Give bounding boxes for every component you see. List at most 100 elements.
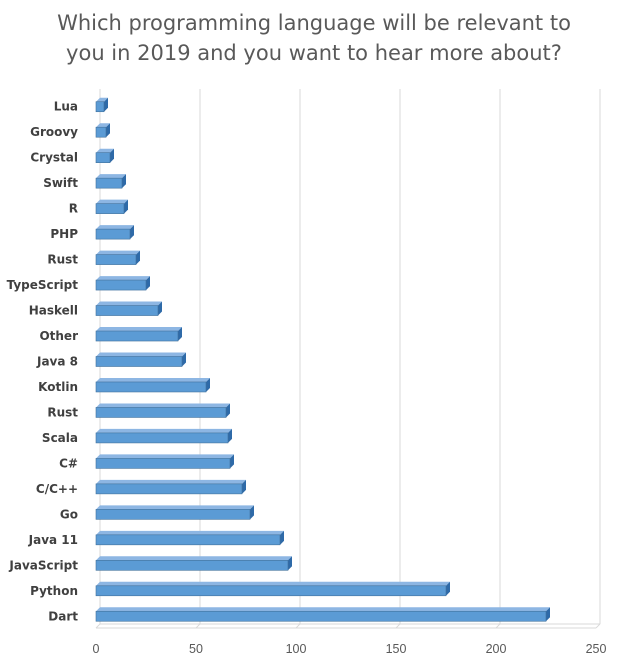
bar-front-face xyxy=(95,610,547,622)
bar-front-face xyxy=(95,534,281,546)
x-tick-label: 100 xyxy=(286,642,307,656)
bar xyxy=(95,479,246,495)
bar-end-face xyxy=(124,199,128,214)
bar xyxy=(95,454,234,469)
bar-front-face xyxy=(95,381,207,393)
bar-front-face xyxy=(95,483,243,495)
bar-front-face xyxy=(95,407,227,418)
bar-front-face xyxy=(95,203,125,214)
bar-front-face xyxy=(95,356,183,367)
x-tick-labels: 0 50 100 150 200 250 xyxy=(93,642,607,656)
category-labels: Lua Groovy Crystal Swift R PHP Rust TypeScript H… xyxy=(7,100,79,624)
bar-top-face xyxy=(96,276,150,281)
bar-front-face xyxy=(95,126,107,138)
bar-front-face xyxy=(95,330,179,342)
category-label: Swift xyxy=(43,176,78,190)
category-label: Scala xyxy=(42,431,78,445)
category-label: Crystal xyxy=(30,151,78,165)
bar-end-face xyxy=(104,97,108,112)
x-tick-label: 0 xyxy=(93,642,100,656)
bar-end-face xyxy=(130,225,134,240)
bar-top-face xyxy=(96,377,210,382)
gridline-floor xyxy=(95,623,101,629)
bar xyxy=(95,97,108,113)
bar xyxy=(95,607,550,622)
chart-title-line-1: Which programming language will be relev… xyxy=(57,11,571,35)
bar-end-face xyxy=(178,327,182,342)
category-label: TypeScript xyxy=(7,278,79,292)
bar-top-face xyxy=(96,607,550,612)
bar xyxy=(95,301,162,316)
category-label: Dart xyxy=(48,609,78,623)
bar-top-face xyxy=(96,454,234,459)
bar-end-face xyxy=(110,148,114,163)
category-label: Other xyxy=(39,329,78,343)
bar xyxy=(95,276,150,291)
bar xyxy=(95,403,230,418)
category-label: Python xyxy=(30,584,78,598)
category-label: Go xyxy=(60,507,78,521)
bar-front-face xyxy=(95,228,131,240)
bar xyxy=(95,505,254,520)
chart-title: Which programming language will be relev… xyxy=(0,8,628,68)
category-label: C/C++ xyxy=(36,482,78,496)
bar-front-face xyxy=(95,509,251,520)
bar-top-face xyxy=(96,505,254,510)
gridline-floor xyxy=(195,623,201,629)
bar-top-face xyxy=(96,225,134,230)
bar-end-face xyxy=(242,479,246,494)
category-label: JavaScript xyxy=(8,558,78,572)
gridline-floor xyxy=(395,623,401,629)
bar-front-face xyxy=(95,177,123,189)
bar-top-face xyxy=(96,199,128,204)
bar-front-face xyxy=(95,560,289,571)
bar-front-face xyxy=(95,432,229,444)
bar xyxy=(95,148,114,163)
gridline-floor xyxy=(595,623,601,629)
bar-end-face xyxy=(230,454,234,469)
bar-end-face xyxy=(288,556,292,571)
bar-end-face xyxy=(228,428,232,443)
bar-top-face xyxy=(96,479,246,484)
bar-top-face xyxy=(96,352,186,357)
bar-end-face xyxy=(158,301,162,316)
bar xyxy=(95,174,126,189)
bar-end-face xyxy=(182,352,186,367)
bar xyxy=(95,581,450,597)
bar-top-face xyxy=(96,174,126,179)
bar-end-face xyxy=(136,250,140,265)
bar-end-face xyxy=(250,505,254,520)
bar-front-face xyxy=(95,585,447,597)
bar-front-face xyxy=(95,305,159,316)
category-label: Lua xyxy=(54,100,78,114)
category-label: Java 11 xyxy=(28,533,78,547)
bar xyxy=(95,327,182,342)
category-label: C# xyxy=(59,456,78,470)
category-label: Rust xyxy=(47,405,78,419)
bar-front-face xyxy=(95,152,111,163)
bar xyxy=(95,377,210,393)
bar xyxy=(95,530,284,546)
category-label: R xyxy=(69,202,78,216)
bar-top-face xyxy=(96,301,162,306)
bar-front-face xyxy=(95,279,147,291)
category-label: Rust xyxy=(47,253,78,267)
category-label: PHP xyxy=(50,227,78,241)
bar-end-face xyxy=(106,123,110,138)
bar-front-face xyxy=(95,254,137,265)
bar-front-face xyxy=(95,101,105,113)
bar-top-face xyxy=(96,556,292,561)
x-tick-label: 150 xyxy=(386,642,407,656)
bar-top-face xyxy=(96,428,232,433)
bar-end-face xyxy=(446,581,450,596)
gridline-floor xyxy=(295,623,301,629)
bar-end-face xyxy=(226,403,230,418)
bar xyxy=(95,199,128,214)
category-label: Groovy xyxy=(30,125,78,139)
bar-end-face xyxy=(122,174,126,189)
bar xyxy=(95,225,134,240)
bar-top-face xyxy=(96,581,450,586)
bar-front-face xyxy=(95,458,231,469)
x-tick-label: 50 xyxy=(189,642,203,656)
